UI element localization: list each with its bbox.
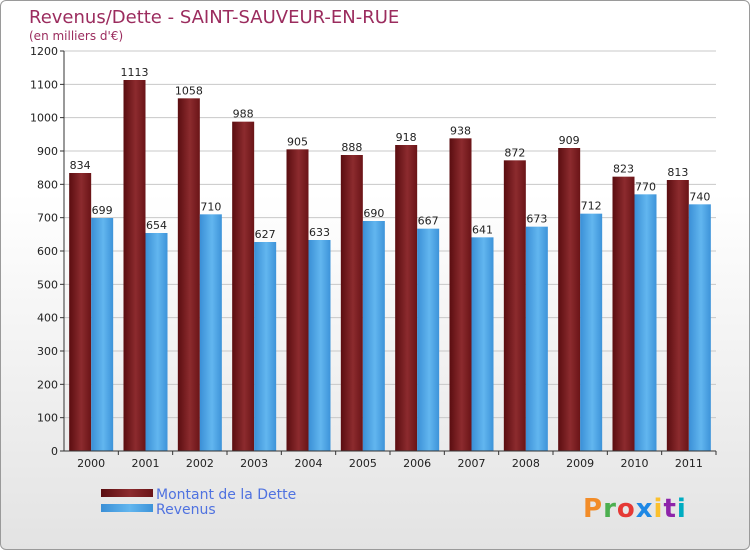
data-label: 740 [689, 190, 710, 203]
bar-dette [449, 138, 472, 452]
logo-letter: x [636, 494, 654, 524]
bar-revenus [471, 237, 494, 451]
logo-letter: i [654, 494, 664, 524]
y-tick-label: 1200 [30, 45, 58, 58]
bar-dette [395, 145, 418, 451]
y-axis-ticks: 0 100 200 300 400 500 600 700 800 900 1000 1100 1200 [30, 45, 64, 458]
chart-subtitle: (en milliers d'€) [29, 29, 123, 43]
data-label: 654 [146, 219, 167, 232]
data-label: 918 [396, 131, 417, 144]
data-label: 872 [504, 146, 525, 159]
bar-dette [558, 148, 581, 451]
data-label: 834 [70, 159, 91, 172]
x-tick-label: 2004 [295, 457, 323, 470]
x-tick-label: 2008 [512, 457, 540, 470]
data-label: 667 [418, 215, 439, 228]
data-label: 633 [309, 226, 330, 239]
y-tick-label: 800 [37, 178, 58, 191]
data-label: 813 [667, 166, 688, 179]
data-label: 1058 [175, 84, 203, 97]
bar-revenus [580, 213, 603, 451]
logo-letter: o [617, 494, 636, 524]
x-tick-label: 2010 [621, 457, 649, 470]
bar-revenus [308, 240, 331, 451]
chart-title: Revenus/Dette - SAINT-SAUVEUR-EN-RUE [29, 7, 399, 28]
bar-dette [503, 160, 526, 452]
y-tick-label: 500 [37, 278, 58, 291]
legend-label-debt: Montant de la Dette [156, 487, 296, 503]
legend-swatch-revenus [101, 504, 153, 512]
y-tick-label: 1000 [30, 112, 58, 125]
x-tick-label: 2006 [403, 457, 431, 470]
gridlines [64, 50, 716, 452]
bar-dette [177, 98, 200, 451]
bar-revenus [254, 242, 277, 451]
data-label: 699 [92, 204, 113, 217]
bar-dette [286, 149, 309, 452]
x-axis-ticks: 2000 2001 2002 2003 2004 2005 2006 2007 2008 2009… [77, 451, 717, 470]
data-label: 938 [450, 124, 471, 137]
bar-revenus [145, 233, 168, 451]
data-label: 909 [559, 134, 580, 147]
legend-label-revenus: Revenus [156, 502, 216, 518]
data-label: 641 [472, 223, 493, 236]
data-label: 905 [287, 135, 308, 148]
x-tick-label: 2007 [458, 457, 486, 470]
data-label: 888 [341, 141, 362, 154]
bar-revenus [688, 204, 711, 451]
bar-revenus [362, 221, 385, 451]
logo-letter: t [663, 494, 676, 524]
x-tick-label: 2005 [349, 457, 377, 470]
axes [63, 51, 716, 452]
x-tick-label: 2000 [77, 457, 105, 470]
data-label: 1113 [121, 66, 149, 79]
y-tick-label: 300 [37, 345, 58, 358]
data-label: 690 [363, 207, 384, 220]
x-tick-label: 2011 [675, 457, 703, 470]
x-tick-label: 2009 [566, 457, 594, 470]
y-tick-label: 600 [37, 245, 58, 258]
logo-letter: i [677, 494, 687, 524]
x-tick-label: 2001 [132, 457, 160, 470]
proxiti-logo: Proxiti [583, 494, 687, 524]
data-labels: 834 699 1113 654 1058 710 988 627 905 633 888 690 91… [70, 66, 711, 241]
legend: Montant de la Dette Revenus [101, 487, 296, 518]
bar-dette [612, 176, 635, 451]
logo-letter: r [603, 494, 617, 524]
y-tick-label: 900 [37, 145, 58, 158]
bar-dette [123, 80, 146, 451]
y-tick-label: 100 [37, 412, 58, 425]
data-label: 673 [526, 213, 547, 226]
data-label: 770 [635, 180, 656, 193]
legend-swatch-debt [101, 489, 153, 497]
bar-revenus [199, 214, 222, 451]
bar-revenus [525, 226, 548, 451]
y-tick-label: 400 [37, 312, 58, 325]
data-label: 712 [581, 200, 602, 213]
bar-revenus [91, 218, 114, 451]
y-tick-label: 0 [51, 445, 58, 458]
bars [69, 80, 711, 452]
bar-dette [69, 173, 92, 451]
y-tick-label: 700 [37, 212, 58, 225]
x-tick-label: 2002 [186, 457, 214, 470]
logo-letter: P [583, 494, 603, 524]
bar-dette [666, 180, 689, 451]
bar-dette [232, 121, 255, 452]
y-tick-label: 200 [37, 378, 58, 391]
data-label: 627 [255, 228, 276, 241]
data-label: 823 [613, 163, 634, 176]
bar-revenus [417, 228, 440, 451]
y-tick-label: 1100 [30, 78, 58, 91]
bar-revenus [634, 194, 657, 452]
bar-dette [340, 155, 363, 451]
data-label: 710 [200, 200, 221, 213]
x-tick-label: 2003 [240, 457, 268, 470]
data-label: 988 [233, 108, 254, 121]
